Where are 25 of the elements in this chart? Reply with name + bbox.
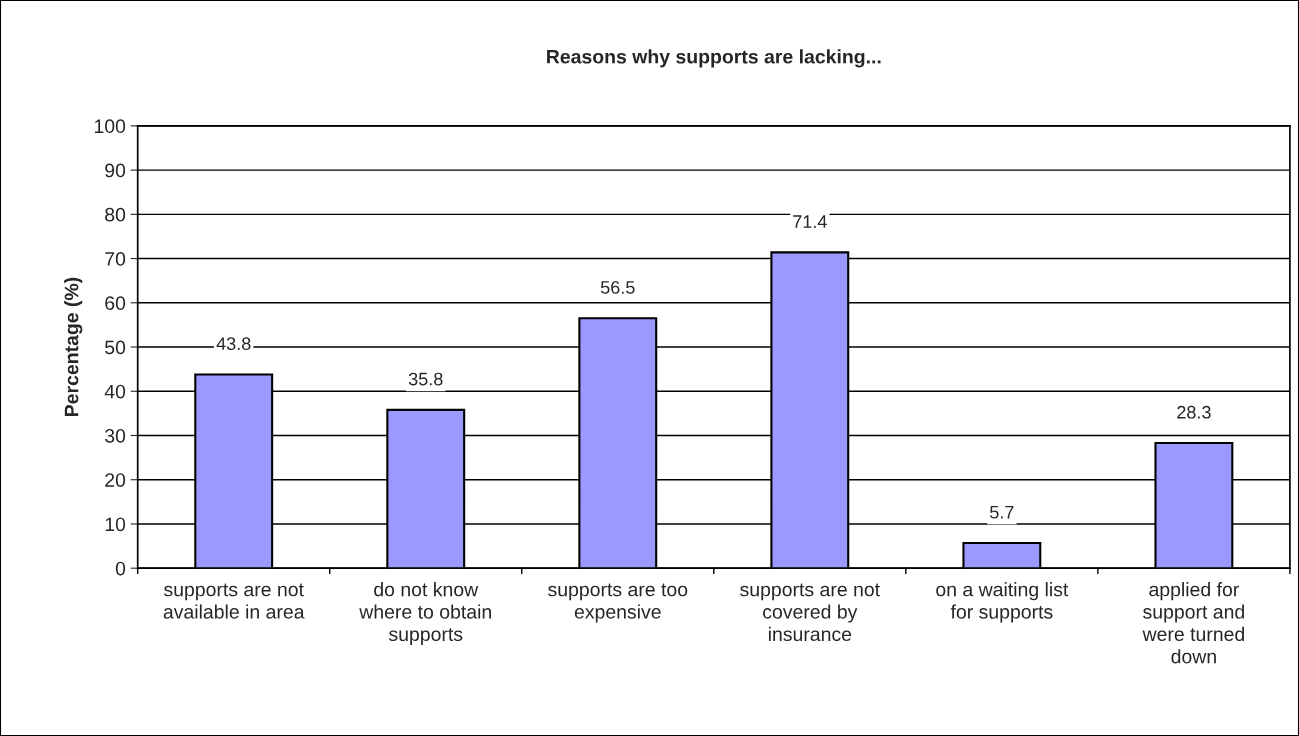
x-tick-label: applied for support and were turned down: [1142, 582, 1244, 664]
x-tick-label: supports are not available in area: [163, 583, 305, 619]
x-tick-label: supports are too expensive: [548, 583, 688, 623]
x-tick-label: supports are not covered by insurance: [740, 583, 880, 642]
data-label: 28.3: [1177, 405, 1211, 419]
y-tick-label: 90: [105, 163, 126, 178]
y-tick-label: 80: [105, 207, 126, 222]
y-tick-label: 20: [105, 473, 126, 487]
x-tick-label: do not know where to obtain supports: [359, 582, 491, 645]
x-tick-label: on a waiting list for supports: [936, 582, 1069, 623]
data-label: 43.8: [216, 337, 251, 351]
y-tick-label: 40: [104, 384, 126, 399]
y-tick-label: 30: [105, 428, 126, 443]
y-tick-label: 100: [94, 119, 126, 134]
y-tick-label: 0: [115, 561, 126, 576]
data-label: 5.7: [990, 505, 1014, 519]
data-label: 71.4: [793, 215, 827, 228]
y-tick-label: 50: [105, 340, 126, 355]
chart-title: Reasons why supports are lacking...: [547, 49, 881, 68]
y-tick-label: 70: [105, 252, 126, 266]
data-label: 56.5: [600, 281, 635, 294]
y-axis-title: Percentage (%): [64, 277, 83, 416]
y-tick-label: 60: [105, 296, 126, 311]
data-label: 35.8: [408, 372, 443, 386]
y-tick-label: 10: [105, 517, 126, 532]
